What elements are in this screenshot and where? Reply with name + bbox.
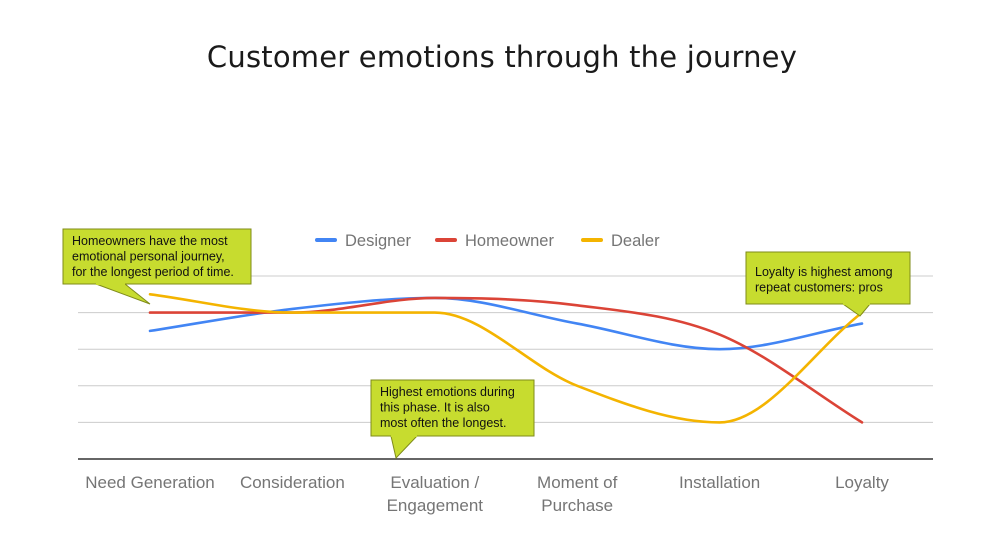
annotation-text: Highest emotions during this phase. It is… [380, 385, 515, 430]
series-line-dealer [148, 293, 864, 424]
chart-title: Customer emotions through the journey [206, 40, 798, 74]
annotation-callout: Loyalty is highest among repeat customers… [745, 251, 911, 317]
x-tick-labels: Need Generation Consideration Evaluation /… [85, 473, 889, 515]
annotations: Homeowners have the most emotional person… [62, 228, 911, 460]
legend-label-homeowner: Homeowner [465, 232, 554, 250]
annotation-callout: Homeowners have the most emotional person… [62, 228, 252, 305]
x-tick-label: Evaluation / Engagement [387, 473, 484, 515]
legend-label-dealer: Dealer [611, 232, 660, 250]
annotation-text: Homeowners have the most emotional person… [72, 234, 234, 279]
series-lines [148, 293, 864, 424]
legend: Designer Homeowner Dealer [315, 232, 660, 250]
x-tick-label: Loyalty [835, 473, 889, 492]
x-tick-label: Moment of Purchase [537, 473, 618, 515]
x-tick-label: Consideration [240, 473, 345, 492]
annotation-callout: Highest emotions during this phase. It is… [370, 379, 535, 460]
x-tick-label: Installation [679, 473, 760, 492]
legend-label-designer: Designer [345, 232, 412, 250]
x-tick-label: Need Generation [85, 473, 214, 492]
annotation-text: Loyalty is highest among repeat customers… [755, 265, 893, 295]
